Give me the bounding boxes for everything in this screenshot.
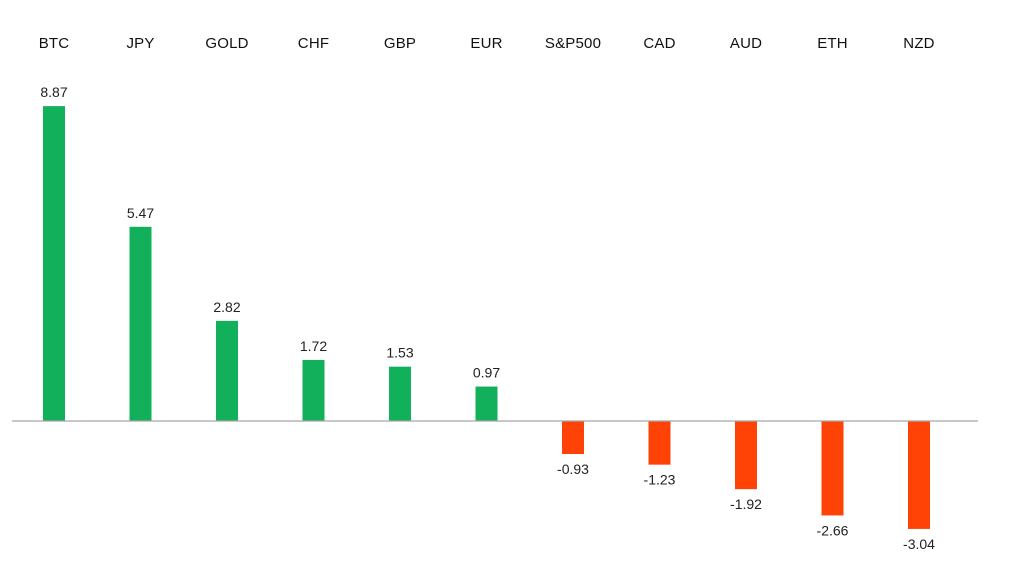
value-label-eth: -2.66 — [817, 522, 849, 538]
bar-nzd — [908, 421, 930, 529]
value-label-aud: -1.92 — [730, 496, 762, 512]
bar-aud — [735, 421, 757, 490]
category-label-eth: ETH — [817, 35, 848, 52]
category-label-gold: GOLD — [205, 35, 248, 52]
category-label-eur: EUR — [470, 35, 502, 52]
category-label-gbp: GBP — [384, 35, 416, 52]
value-label-s-p500: -0.93 — [557, 461, 589, 477]
value-label-nzd: -3.04 — [903, 536, 935, 552]
bar-btc — [43, 106, 65, 422]
bar-chf — [302, 359, 325, 421]
bar-s-p500 — [562, 421, 584, 455]
value-label-btc: 8.87 — [40, 84, 67, 100]
category-label-s-p500: S&P500 — [545, 35, 601, 52]
category-label-jpy: JPY — [126, 35, 154, 52]
category-label-chf: CHF — [298, 35, 329, 52]
value-label-chf: 1.72 — [300, 338, 327, 354]
bar-eur — [475, 386, 498, 421]
bar-eth — [821, 421, 844, 516]
bar-gold — [216, 320, 238, 421]
value-label-gold: 2.82 — [213, 299, 240, 315]
bar-gbp — [389, 366, 411, 421]
value-label-jpy: 5.47 — [127, 205, 154, 221]
bar-jpy — [129, 226, 152, 421]
category-label-btc: BTC — [39, 35, 70, 52]
category-label-nzd: NZD — [903, 35, 934, 52]
bar-cad — [648, 421, 671, 465]
category-label-aud: AUD — [730, 35, 762, 52]
value-labels: 8.87 5.47 2.82 1.72 1.53 0.97 -0.93 -1.23 -1.92 -… — [40, 84, 935, 552]
category-labels: BTC JPY GOLD CHF GBP EUR S&P500 CAD AUD ETH NZD — [39, 35, 935, 52]
value-label-gbp: 1.53 — [386, 345, 413, 361]
value-label-eur: 0.97 — [473, 365, 500, 381]
bars — [43, 106, 930, 529]
category-label-cad: CAD — [643, 35, 675, 52]
value-label-cad: -1.23 — [644, 472, 676, 488]
